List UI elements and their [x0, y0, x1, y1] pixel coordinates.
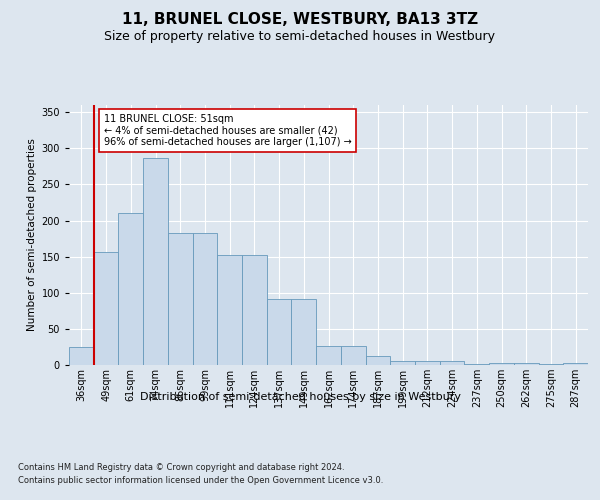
Bar	[69, 347, 94, 365]
Bar	[118, 214, 143, 365]
Bar	[390, 360, 415, 365]
Text: Size of property relative to semi-detached houses in Westbury: Size of property relative to semi-detach…	[104, 30, 496, 43]
Bar	[94, 252, 118, 365]
Bar	[464, 364, 489, 365]
Y-axis label: Number of semi-detached properties: Number of semi-detached properties	[27, 138, 37, 332]
Text: 11 BRUNEL CLOSE: 51sqm
← 4% of semi-detached houses are smaller (42)
96% of semi: 11 BRUNEL CLOSE: 51sqm ← 4% of semi-deta…	[104, 114, 352, 147]
Bar	[341, 346, 365, 365]
Text: 11, BRUNEL CLOSE, WESTBURY, BA13 3TZ: 11, BRUNEL CLOSE, WESTBURY, BA13 3TZ	[122, 12, 478, 28]
Text: Contains public sector information licensed under the Open Government Licence v3: Contains public sector information licen…	[18, 476, 383, 485]
Bar	[563, 363, 588, 365]
Bar	[365, 356, 390, 365]
Bar	[292, 300, 316, 365]
Bar	[415, 360, 440, 365]
Bar	[242, 255, 267, 365]
Bar	[168, 233, 193, 365]
Bar	[143, 158, 168, 365]
Bar	[539, 364, 563, 365]
Bar	[267, 300, 292, 365]
Bar	[316, 346, 341, 365]
Bar	[217, 255, 242, 365]
Bar	[193, 233, 217, 365]
Bar	[489, 363, 514, 365]
Bar	[440, 362, 464, 365]
Text: Contains HM Land Registry data © Crown copyright and database right 2024.: Contains HM Land Registry data © Crown c…	[18, 462, 344, 471]
Bar	[514, 363, 539, 365]
Text: Distribution of semi-detached houses by size in Westbury: Distribution of semi-detached houses by …	[139, 392, 461, 402]
